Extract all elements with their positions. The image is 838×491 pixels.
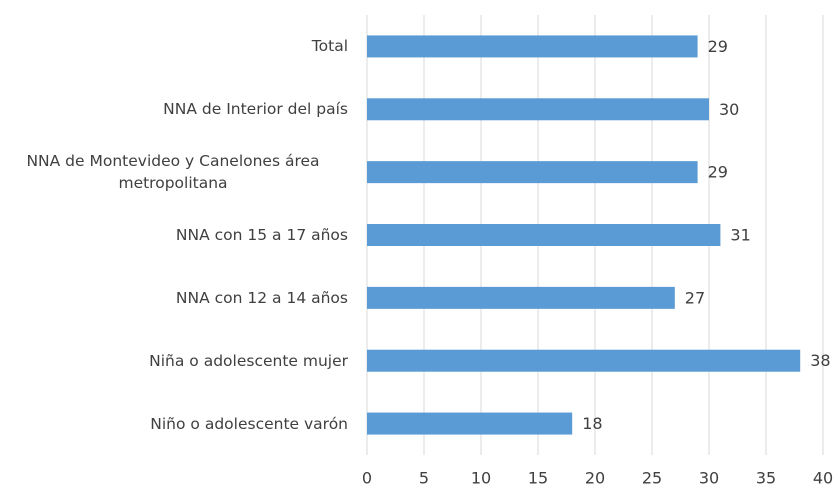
x-tick-label: 15 <box>528 469 548 488</box>
data-label: 18 <box>582 414 602 433</box>
category-label: Total <box>0 35 348 57</box>
x-tick-label: 40 <box>813 469 833 488</box>
x-tick-label: 25 <box>642 469 662 488</box>
category-text: NNA de Montevideo y Canelones área metro… <box>26 152 320 193</box>
bar <box>367 35 698 58</box>
data-label: 38 <box>810 351 830 370</box>
x-tick-label: 5 <box>419 469 429 488</box>
category-text: Niña o adolescente mujer <box>149 351 348 370</box>
category-text: NNA con 15 a 17 años <box>175 226 348 244</box>
category-text: Total <box>311 37 348 56</box>
bar <box>367 412 573 435</box>
x-tick-label: 35 <box>756 469 776 488</box>
bar <box>367 161 698 184</box>
category-label: NNA con 12 a 14 años <box>0 287 348 309</box>
data-label: 27 <box>685 288 705 307</box>
bar <box>367 286 675 309</box>
x-tick-label: 0 <box>362 469 372 488</box>
bar <box>367 98 709 121</box>
bar <box>367 224 721 246</box>
x-tick-label: 10 <box>471 469 491 488</box>
category-text: NNA de Interior del país <box>163 100 348 119</box>
data-label: 30 <box>719 100 739 119</box>
category-label: Niño o adolescente varón <box>0 413 348 435</box>
data-label: 31 <box>730 226 750 245</box>
data-label: 29 <box>708 163 728 182</box>
category-label: Niña o adolescente mujer <box>0 350 348 372</box>
data-label: 29 <box>708 37 728 56</box>
category-text: Niño o adolescente varón <box>150 414 348 433</box>
x-tick-label: 30 <box>699 469 719 488</box>
category-label: NNA con 15 a 17 años <box>0 224 348 246</box>
x-tick-label: 20 <box>585 469 605 488</box>
bar <box>367 349 801 372</box>
category-label: NNA de Interior del país <box>0 98 348 120</box>
category-label: NNA de Montevideo y Canelones área metro… <box>0 150 348 194</box>
category-text: NNA con 12 a 14 años <box>175 288 348 307</box>
